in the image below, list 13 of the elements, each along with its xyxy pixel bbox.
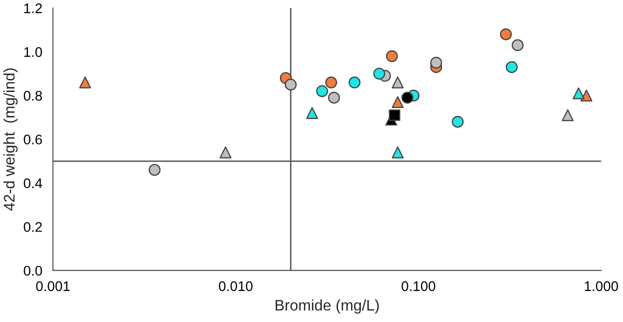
y-tick-label: 1.2 xyxy=(24,3,42,14)
y-axis-title: 42-d weight (mg/ind) xyxy=(3,68,18,211)
y-tick-label: 0.6 xyxy=(24,134,42,144)
y-tick-label: 1.0 xyxy=(24,47,42,57)
x-tick-label: 0.100 xyxy=(402,281,436,292)
y-tick-label: 0.0 xyxy=(24,266,42,276)
y-tick-label: 0.2 xyxy=(24,222,42,232)
x-tick-label: 0.001 xyxy=(36,281,70,292)
x-tick-label: 1.000 xyxy=(584,281,618,292)
y-tick-label: 0.8 xyxy=(24,90,42,101)
y-tick-label: 0.4 xyxy=(24,178,42,188)
x-axis-title: Bromide (mg/L) xyxy=(276,299,379,314)
x-tick-label: 0.010 xyxy=(218,281,253,292)
